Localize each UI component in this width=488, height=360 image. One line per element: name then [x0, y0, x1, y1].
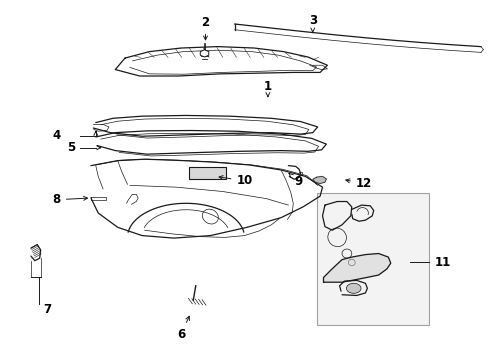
Text: 11: 11	[434, 256, 450, 269]
Text: 6: 6	[177, 316, 189, 341]
Text: 12: 12	[345, 177, 371, 190]
Text: 9: 9	[288, 174, 302, 188]
Text: 1: 1	[264, 80, 271, 96]
FancyBboxPatch shape	[188, 167, 225, 179]
Polygon shape	[323, 253, 390, 282]
Text: 2: 2	[201, 16, 209, 40]
Text: 4: 4	[53, 129, 61, 142]
FancyBboxPatch shape	[316, 193, 428, 325]
Ellipse shape	[346, 283, 360, 293]
Text: 10: 10	[219, 174, 252, 187]
Text: 7: 7	[43, 303, 51, 316]
Text: 3: 3	[308, 14, 316, 32]
Text: 5: 5	[67, 141, 75, 154]
Polygon shape	[312, 176, 326, 184]
Text: 8: 8	[53, 193, 87, 206]
